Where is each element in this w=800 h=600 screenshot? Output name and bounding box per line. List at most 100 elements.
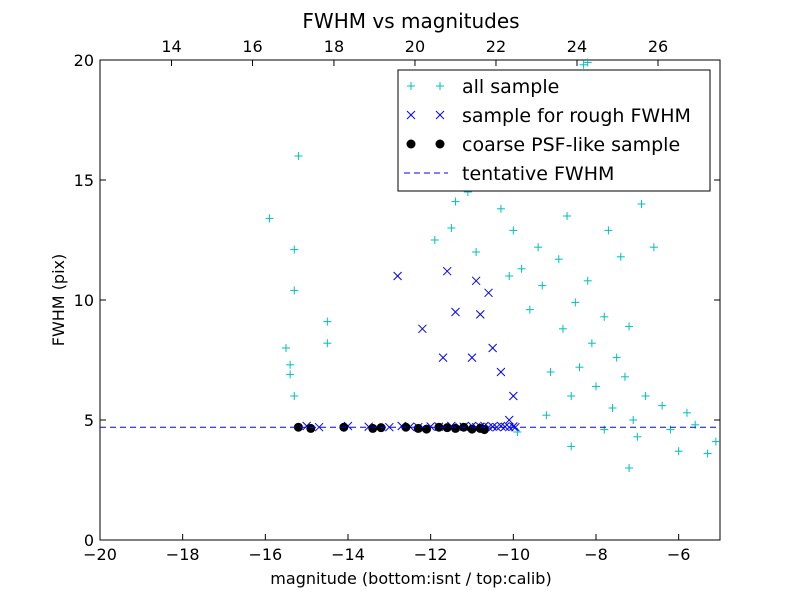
series-0-point — [583, 58, 592, 67]
y-axis-label: FWHM (pix) — [49, 254, 68, 347]
series-0-point — [587, 339, 596, 348]
series-0-point — [290, 245, 299, 254]
legend-swatch — [406, 139, 416, 149]
legend-entries: all sample sample for rough FWHM coarse PS… — [404, 76, 691, 185]
series-0-point — [608, 404, 617, 412]
x-tick-label: −8 — [584, 545, 608, 564]
series-0-point — [583, 276, 592, 285]
series-1-point — [384, 422, 394, 432]
series-0-point — [658, 401, 667, 410]
series-1-point — [484, 288, 493, 298]
legend-swatch — [435, 110, 445, 120]
legend-label: all sample — [462, 76, 559, 98]
series-0-point — [558, 324, 567, 333]
x-tick-label: −6 — [667, 545, 691, 564]
series-1-point — [488, 343, 498, 353]
x-tick-label: −16 — [248, 545, 282, 564]
legend-swatch — [435, 139, 445, 149]
series-1-point — [471, 276, 481, 286]
series-1-point — [504, 415, 514, 425]
series-0-point — [525, 305, 534, 314]
series-1-point — [508, 391, 518, 401]
series-2-point — [306, 423, 316, 433]
legend-label: coarse PSF-like sample — [462, 134, 680, 156]
legend-swatch — [436, 82, 444, 90]
series-0-point — [682, 408, 691, 417]
series-0-point — [649, 243, 658, 252]
series-0-point — [567, 392, 576, 400]
series-0-point — [323, 339, 332, 348]
series-0-point — [323, 317, 332, 326]
series-0-point — [505, 272, 514, 280]
series-0-point — [575, 363, 584, 372]
series-2-point — [450, 423, 460, 433]
series-0-point — [612, 353, 621, 362]
top-tick-label: 18 — [324, 37, 344, 56]
series-1-point — [508, 422, 518, 431]
chart-title: FWHM vs magnitudes — [302, 9, 519, 33]
series-0-point — [290, 392, 299, 400]
series-0-point — [282, 344, 290, 352]
top-tick-label: 16 — [242, 37, 262, 56]
series-1-point — [467, 353, 477, 362]
top-tick-label: 24 — [567, 37, 587, 56]
series-0-point — [625, 464, 634, 472]
series-2-point — [479, 425, 489, 435]
series-2-point — [467, 424, 477, 434]
series-0-point — [600, 312, 609, 321]
series-1-point — [475, 310, 485, 319]
series-0-point — [447, 224, 456, 232]
series-1-point — [496, 367, 506, 377]
series-0-point — [265, 214, 274, 223]
series-1-point — [442, 266, 452, 276]
series-0-point — [674, 447, 683, 456]
series-0-point — [641, 392, 650, 400]
legend-label: sample for rough FWHM — [462, 105, 691, 127]
series-0-point — [472, 248, 481, 256]
top-tick-label: 26 — [648, 37, 668, 56]
top-tick-label: 20 — [405, 37, 425, 56]
legend-label: tentative FWHM — [462, 163, 614, 185]
series-0-point — [517, 264, 526, 273]
series-0-point — [430, 236, 439, 244]
series-0-point — [534, 243, 543, 252]
series-2-point — [434, 422, 444, 432]
y-tick-label: 0 — [84, 531, 94, 550]
x-tick-label: −12 — [414, 545, 448, 564]
series-0-point — [629, 416, 638, 424]
y-tick-label: 5 — [84, 411, 94, 430]
series-0-point — [286, 370, 295, 379]
series-1-point — [314, 422, 324, 432]
series-2-point — [293, 422, 303, 432]
series-0-point — [604, 226, 613, 235]
top-tick-label: 14 — [161, 37, 181, 56]
series-0-point — [625, 322, 634, 331]
series-0-point — [542, 411, 551, 420]
y-tick-label: 10 — [74, 291, 94, 310]
y-tick-label: 15 — [74, 171, 94, 190]
legend-box — [397, 69, 711, 192]
legend-entry: sample for rough FWHM — [406, 105, 691, 127]
series-1-point — [451, 307, 460, 317]
series-1-point — [438, 353, 448, 362]
series-1-point — [393, 271, 402, 281]
legend-entry: all sample — [407, 76, 559, 98]
legend-swatch — [407, 82, 415, 90]
series-2-point — [442, 423, 452, 433]
series-0-point — [563, 212, 572, 220]
top-tick-label: 22 — [486, 37, 506, 56]
series-0-point — [616, 252, 625, 261]
x-tick-label: −14 — [331, 545, 365, 564]
series-0-point — [571, 298, 580, 307]
legend-swatch — [406, 110, 416, 120]
series-0-point — [711, 437, 720, 446]
series-0-point — [538, 281, 547, 290]
series-0-point — [546, 368, 555, 376]
x-tick-label: −18 — [166, 545, 200, 564]
x-tick-label: −20 — [83, 545, 117, 564]
legend-entry: tentative FWHM — [404, 163, 614, 185]
series-2-point — [368, 423, 378, 433]
series-0-point — [579, 60, 588, 69]
series-2-point — [422, 424, 432, 434]
